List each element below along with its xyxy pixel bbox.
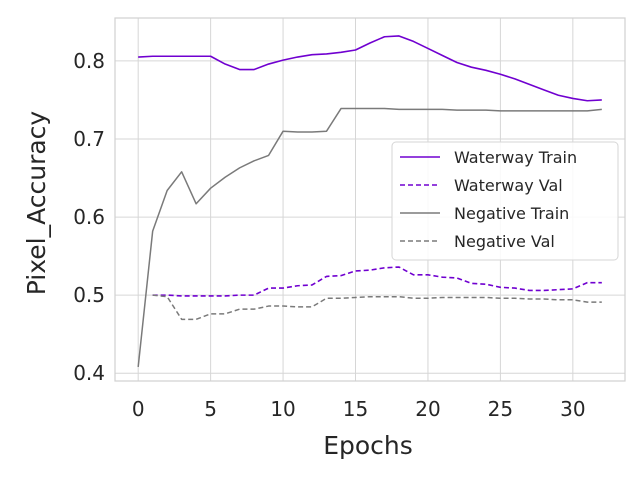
x-tick-label: 10 (270, 397, 295, 421)
x-tick-label: 30 (560, 397, 585, 421)
legend-label: Waterway Train (454, 148, 577, 167)
y-axis-label: Pixel_Accuracy (22, 111, 51, 296)
legend-box (391, 141, 619, 261)
series-line-negative-val (152, 294, 602, 321)
x-axis-label: Epochs (323, 431, 413, 460)
legend-label: Negative Val (454, 232, 555, 251)
plot-frame (114, 17, 626, 382)
x-tick-label: 0 (132, 397, 145, 421)
legend-label: Negative Train (454, 204, 569, 223)
y-tick-label: 0.6 (73, 205, 105, 229)
y-tick-label: 0.8 (73, 49, 105, 73)
x-tick-label: 5 (204, 397, 217, 421)
series-lines (137, 35, 602, 368)
x-tick-label: 15 (343, 397, 368, 421)
series-line-negative-train (137, 107, 602, 368)
x-tick-label: 25 (488, 397, 513, 421)
x-tick-label: 20 (415, 397, 440, 421)
series-line-waterway-val (152, 266, 602, 297)
y-tick-label: 0.7 (73, 127, 105, 151)
legend: Waterway Train Waterway Val Negative Train… (391, 141, 619, 261)
tick-labels: 0 5 10 15 20 25 30 0.4 0.5 0.6 0.7 0.8 (73, 49, 585, 421)
legend-label: Waterway Val (454, 176, 563, 195)
series-line-waterway-train (138, 35, 602, 102)
y-tick-label: 0.5 (73, 283, 105, 307)
y-tick-label: 0.4 (73, 361, 105, 385)
